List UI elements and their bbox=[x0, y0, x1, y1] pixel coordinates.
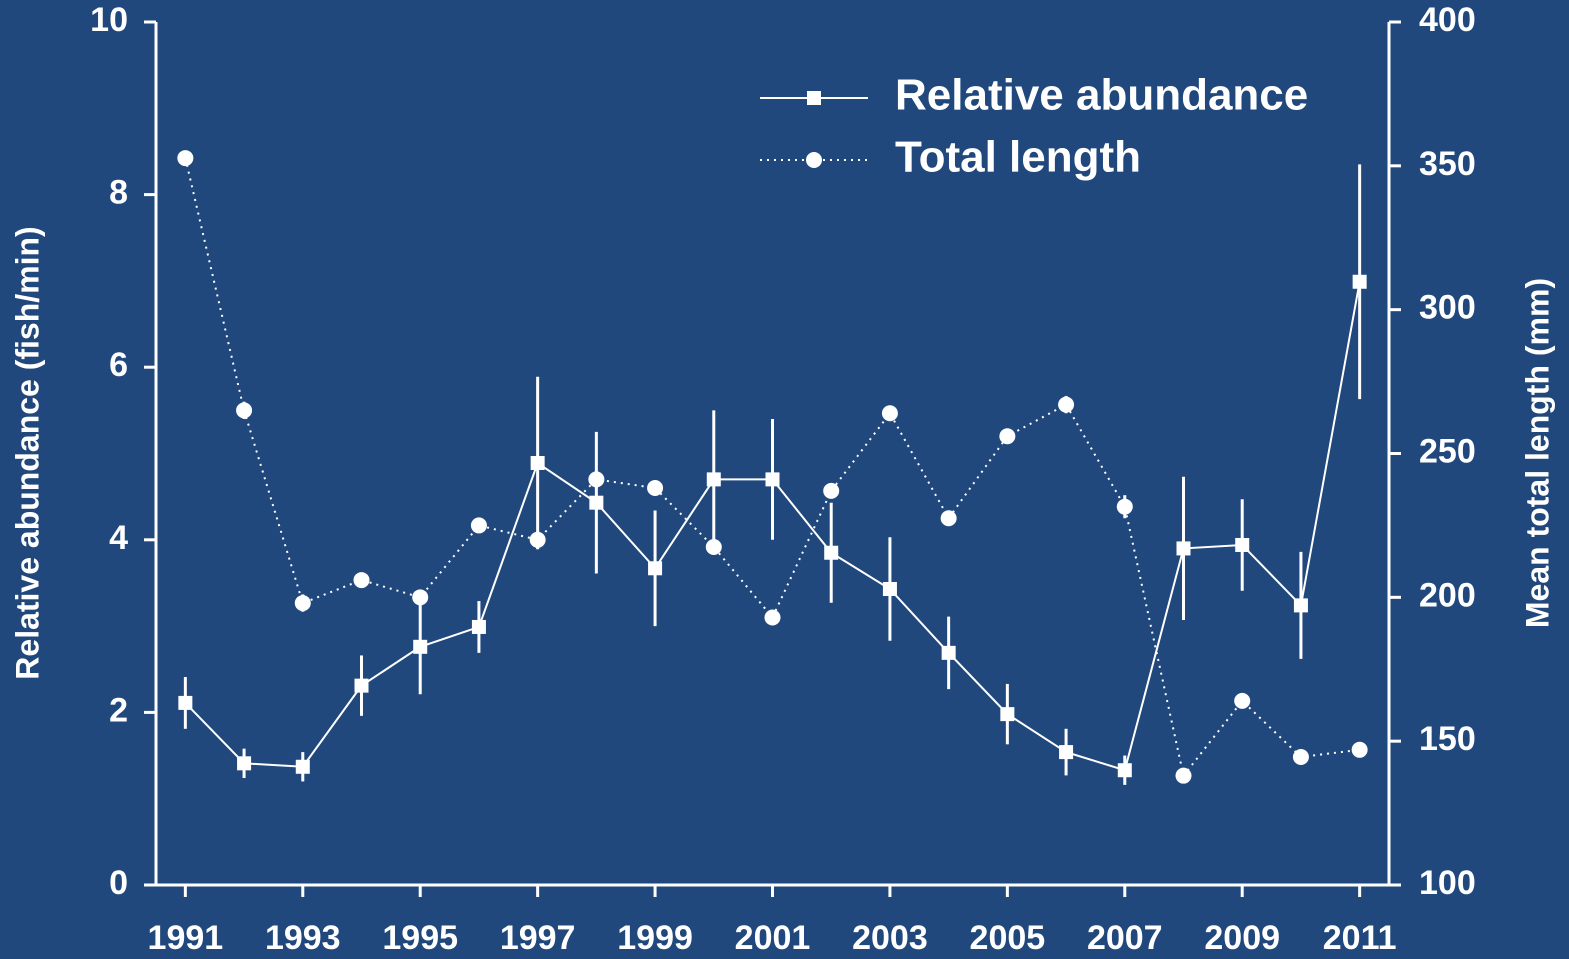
marker bbox=[295, 759, 310, 774]
marker bbox=[882, 581, 897, 596]
marker bbox=[1351, 741, 1368, 758]
marker bbox=[353, 572, 370, 589]
marker bbox=[1352, 274, 1367, 289]
marker bbox=[1292, 748, 1309, 765]
y2-tick-label: 400 bbox=[1419, 1, 1476, 39]
y-axis-label: Relative abundance (fish/min) bbox=[9, 226, 45, 679]
y-tick-label: 8 bbox=[109, 174, 128, 212]
x-tick-label: 1995 bbox=[382, 919, 458, 957]
y2-tick-label: 150 bbox=[1419, 720, 1476, 758]
x-tick-label: 2001 bbox=[735, 919, 811, 957]
marker bbox=[1176, 541, 1191, 556]
x-tick-label: 1991 bbox=[148, 919, 224, 957]
x-tick-label: 2011 bbox=[1323, 919, 1397, 957]
x-tick-label: 1999 bbox=[617, 919, 693, 957]
marker bbox=[824, 545, 839, 560]
y-tick-label: 0 bbox=[109, 864, 128, 902]
marker bbox=[470, 517, 487, 534]
y-tick-label: 6 bbox=[109, 346, 128, 384]
marker bbox=[705, 538, 722, 555]
marker bbox=[1235, 537, 1250, 552]
y2-tick-label: 200 bbox=[1419, 576, 1476, 614]
marker bbox=[588, 471, 605, 488]
marker bbox=[647, 480, 664, 497]
y2-tick-label: 350 bbox=[1419, 145, 1476, 183]
y-tick-label: 2 bbox=[109, 691, 128, 729]
marker bbox=[1059, 745, 1074, 760]
marker bbox=[413, 639, 428, 654]
marker bbox=[1234, 692, 1251, 709]
y2-axis-label: Mean total length (mm) bbox=[1519, 278, 1555, 628]
x-tick-label: 2009 bbox=[1204, 919, 1280, 957]
legend-label: Total length bbox=[895, 133, 1141, 182]
marker bbox=[178, 695, 193, 710]
marker bbox=[1117, 763, 1132, 778]
marker bbox=[589, 495, 604, 510]
y2-tick-label: 100 bbox=[1419, 864, 1476, 902]
marker bbox=[177, 150, 194, 167]
marker bbox=[294, 595, 311, 612]
marker bbox=[823, 482, 840, 499]
marker bbox=[236, 402, 253, 419]
legend-marker bbox=[807, 91, 821, 105]
marker bbox=[765, 472, 780, 487]
marker bbox=[648, 561, 663, 576]
marker bbox=[1293, 598, 1308, 613]
x-tick-label: 2007 bbox=[1087, 919, 1163, 957]
marker bbox=[354, 678, 369, 693]
x-tick-label: 1993 bbox=[265, 919, 341, 957]
marker bbox=[530, 455, 545, 470]
marker bbox=[1175, 767, 1192, 784]
x-tick-label: 1997 bbox=[500, 919, 576, 957]
marker bbox=[1000, 707, 1015, 722]
y-tick-label: 10 bbox=[90, 1, 128, 39]
y2-tick-label: 250 bbox=[1419, 432, 1476, 470]
y2-tick-label: 300 bbox=[1419, 289, 1476, 327]
marker bbox=[941, 645, 956, 660]
marker bbox=[1116, 498, 1133, 515]
marker bbox=[237, 756, 252, 771]
legend-label: Relative abundance bbox=[895, 71, 1308, 120]
marker bbox=[471, 619, 486, 634]
x-tick-label: 2005 bbox=[970, 919, 1046, 957]
marker bbox=[999, 428, 1016, 445]
marker bbox=[1058, 396, 1075, 413]
x-tick-label: 2003 bbox=[852, 919, 928, 957]
legend-marker bbox=[806, 152, 822, 168]
marker bbox=[412, 589, 429, 606]
marker bbox=[881, 405, 898, 422]
y-tick-label: 4 bbox=[109, 519, 128, 557]
marker bbox=[940, 510, 957, 527]
marker bbox=[764, 609, 781, 626]
marker bbox=[706, 472, 721, 487]
marker bbox=[529, 531, 546, 548]
